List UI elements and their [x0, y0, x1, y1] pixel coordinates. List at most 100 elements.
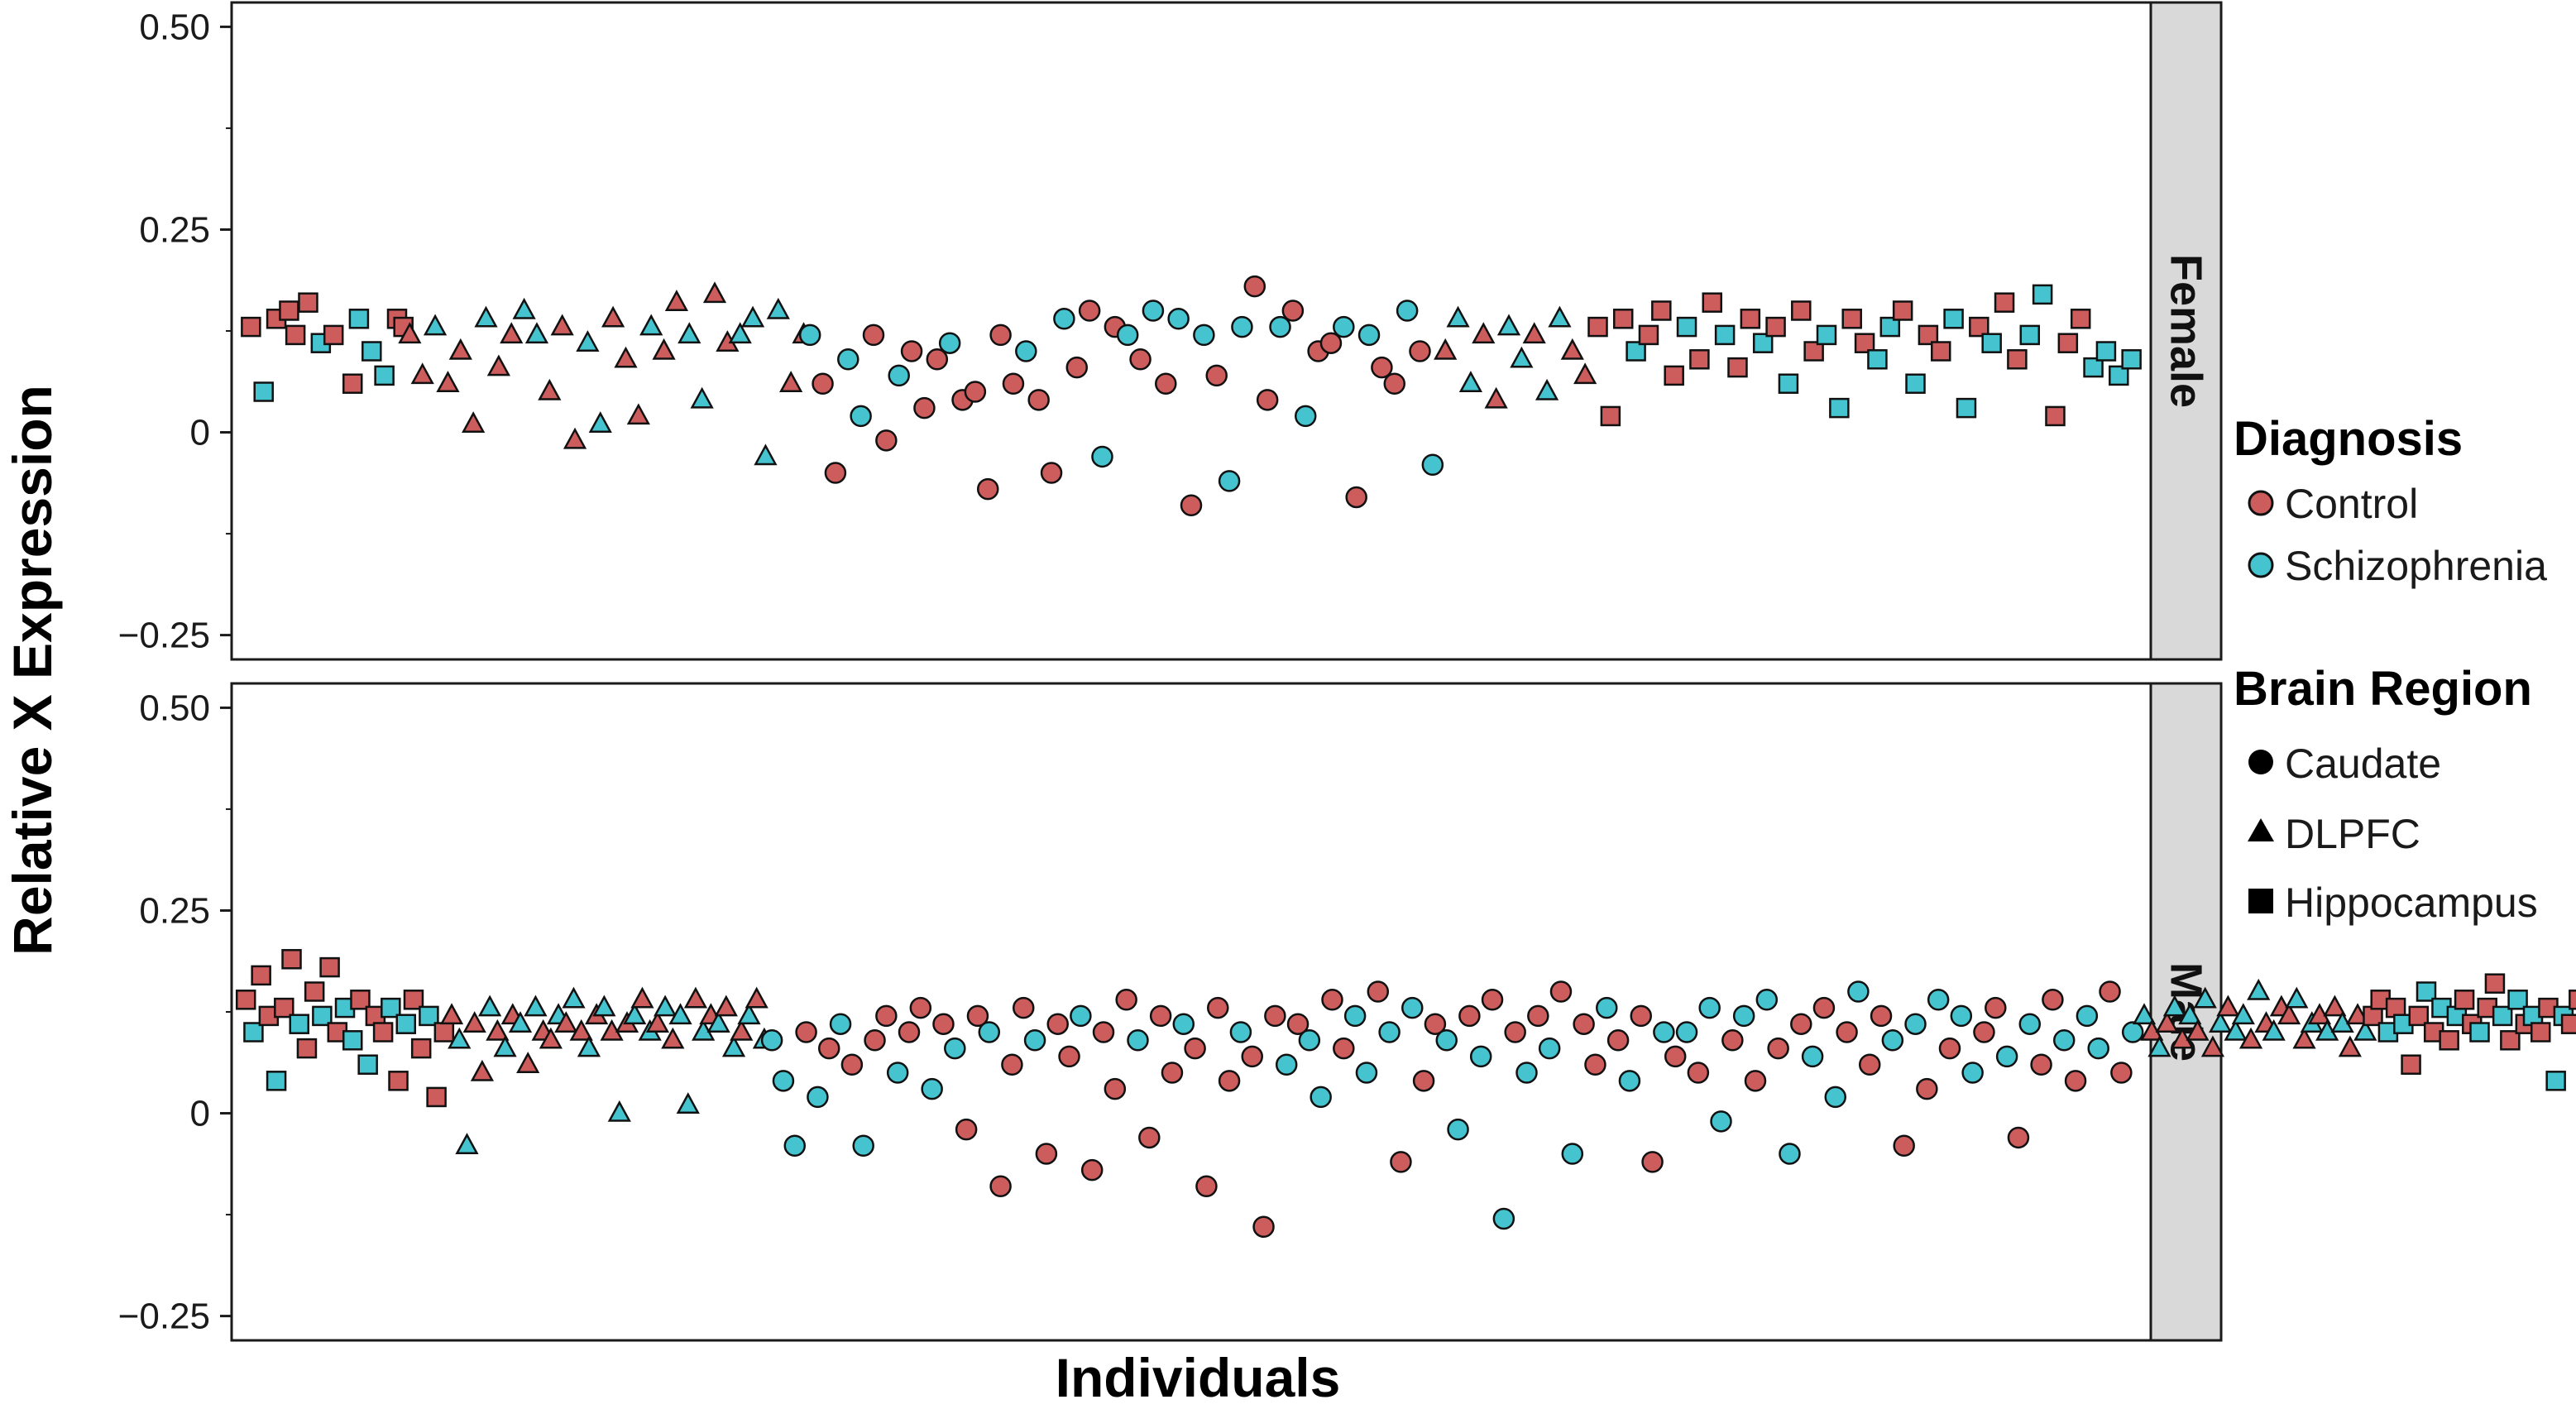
point-male-caudate-183: [2064, 1070, 2087, 1092]
point-male-caudate-168: [1893, 1134, 1915, 1157]
point-male-hippocampus-1: [243, 1022, 264, 1043]
point-female-hippocampus-124: [1791, 300, 1812, 321]
point-male-hippocampus-14: [342, 1030, 363, 1051]
point-female-dlpfc-15: [410, 362, 434, 385]
panel-frame-male: [230, 682, 2152, 1342]
point-female-caudate-55: [913, 396, 936, 419]
point-male-dlpfc-197: [2193, 986, 2217, 1009]
point-male-caudate-162: [1824, 1086, 1847, 1109]
point-female-caudate-46: [798, 324, 821, 347]
point-male-dlpfc-51: [623, 1003, 647, 1025]
point-male-hippocampus-246: [2569, 990, 2576, 1010]
y-tick-label-female-2: 0.25: [139, 209, 210, 250]
point-male-caudate-166: [1870, 1004, 1893, 1028]
y-tick-label-female-3: 0.50: [139, 7, 210, 47]
point-female-hippocampus-116: [1689, 349, 1710, 370]
point-male-dlpfc-52: [630, 986, 654, 1009]
point-female-dlpfc-99: [1472, 322, 1496, 344]
point-female-caudate-72: [1129, 348, 1152, 371]
point-female-dlpfc-105: [1548, 305, 1572, 328]
point-male-dlpfc-42: [554, 1011, 578, 1033]
point-female-dlpfc-104: [1535, 378, 1559, 400]
point-female-caudate-69: [1091, 445, 1113, 468]
point-female-hippocampus-109: [1600, 405, 1621, 427]
point-female-hippocampus-108: [1587, 316, 1608, 338]
point-male-caudate-88: [978, 1021, 1001, 1043]
point-female-dlpfc-26: [550, 314, 574, 336]
point-male-hippocampus-231: [2454, 990, 2475, 1010]
legend-key-hippocampus: [2248, 889, 2273, 913]
point-male-caudate-104: [1161, 1062, 1184, 1084]
legend-title-brain-region: Brain Region: [2234, 662, 2532, 716]
legend-item-schizophrenia: Schizophrenia: [2248, 543, 2547, 589]
legend-item-control: Control: [2248, 481, 2418, 527]
point-male-dlpfc-32: [478, 995, 502, 1017]
point-female-dlpfc-35: [664, 290, 689, 311]
point-female-hippocampus-130: [1867, 349, 1888, 370]
point-male-caudate-113: [1264, 1004, 1286, 1028]
legend-key-dlpfc: [2248, 818, 2274, 841]
point-female-caudate-82: [1256, 389, 1279, 411]
point-female-caudate-83: [1269, 315, 1291, 338]
point-male-caudate-121: [1355, 1062, 1378, 1084]
point-female-hippocampus-141: [2007, 349, 2028, 370]
point-male-caudate-171: [1927, 989, 1950, 1011]
point-male-dlpfc-65: [730, 1019, 754, 1041]
point-male-caudate-188: [2121, 1021, 2144, 1043]
point-male-dlpfc-191: [2147, 1035, 2171, 1057]
point-male-dlpfc-54: [645, 1011, 669, 1033]
point-male-caudate-129: [1447, 1118, 1469, 1141]
point-male-caudate-130: [1458, 1004, 1481, 1028]
point-female-hippocampus-117: [1702, 292, 1723, 313]
point-male-dlpfc-218: [2353, 1019, 2377, 1041]
point-male-caudate-152: [1710, 1110, 1732, 1133]
point-male-caudate-158: [1779, 1143, 1801, 1165]
point-male-caudate-135: [1515, 1062, 1538, 1084]
point-female-hippocampus-146: [2070, 309, 2091, 329]
point-female-dlpfc-34: [652, 338, 676, 360]
point-male-dlpfc-45: [577, 1035, 601, 1057]
point-female-dlpfc-29: [588, 411, 612, 433]
point-female-caudate-92: [1383, 372, 1406, 395]
y-axis-title: Relative X Expression: [2, 385, 63, 956]
point-male-hippocampus-16: [357, 1054, 378, 1075]
point-female-caudate-65: [1040, 462, 1063, 484]
point-male-caudate-157: [1767, 1037, 1789, 1060]
point-female-caudate-79: [1218, 470, 1241, 492]
point-male-dlpfc-62: [706, 1011, 730, 1033]
point-male-caudate-118: [1321, 989, 1343, 1011]
point-male-caudate-81: [898, 1021, 921, 1043]
point-male-caudate-99: [1104, 1077, 1127, 1100]
point-male-dlpfc-209: [2285, 986, 2309, 1009]
point-male-caudate-173: [1950, 1004, 1973, 1028]
point-female-dlpfc-44: [779, 371, 803, 392]
point-female-caudate-90: [1357, 324, 1381, 347]
point-male-caudate-170: [1916, 1077, 1938, 1100]
point-male-hippocampus-25: [426, 1086, 447, 1108]
point-female-hippocampus-139: [1981, 333, 2002, 353]
point-female-caudate-60: [976, 477, 999, 501]
point-male-caudate-70: [772, 1070, 795, 1092]
point-male-caudate-74: [817, 1037, 840, 1060]
point-male-caudate-185: [2087, 1037, 2109, 1060]
point-female-dlpfc-14: [398, 322, 422, 344]
point-male-dlpfc-30: [462, 1011, 486, 1033]
point-male-hippocampus-243: [2545, 1071, 2566, 1091]
point-female-dlpfc-38: [702, 281, 727, 304]
point-female-hippocampus-113: [1651, 300, 1672, 321]
point-male-hippocampus-15: [350, 990, 371, 1010]
point-female-dlpfc-43: [766, 297, 790, 319]
point-male-hippocampus-224: [2401, 1054, 2421, 1075]
point-male-hippocampus-26: [433, 1022, 455, 1043]
point-male-caudate-178: [2007, 1126, 2030, 1149]
point-female-hippocampus-129: [1854, 333, 1875, 353]
point-male-caudate-147: [1653, 1021, 1675, 1043]
point-female-dlpfc-22: [500, 322, 524, 344]
point-male-caudate-137: [1538, 1037, 1561, 1060]
point-male-hippocampus-24: [419, 1005, 439, 1027]
point-male-caudate-169: [1904, 1013, 1927, 1035]
point-female-hippocampus-135: [1930, 341, 1951, 362]
point-male-hippocampus-2: [251, 965, 271, 986]
strip-female: [2149, 1, 2223, 661]
